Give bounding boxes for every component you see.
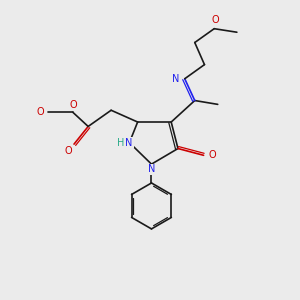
Text: O: O bbox=[65, 146, 73, 157]
Text: N: N bbox=[148, 164, 155, 174]
Text: N: N bbox=[125, 138, 133, 148]
Text: H: H bbox=[118, 138, 125, 148]
Text: N: N bbox=[172, 74, 179, 84]
Text: O: O bbox=[69, 100, 77, 110]
Text: O: O bbox=[212, 15, 220, 25]
Text: O: O bbox=[36, 107, 44, 117]
Text: O: O bbox=[209, 150, 217, 160]
